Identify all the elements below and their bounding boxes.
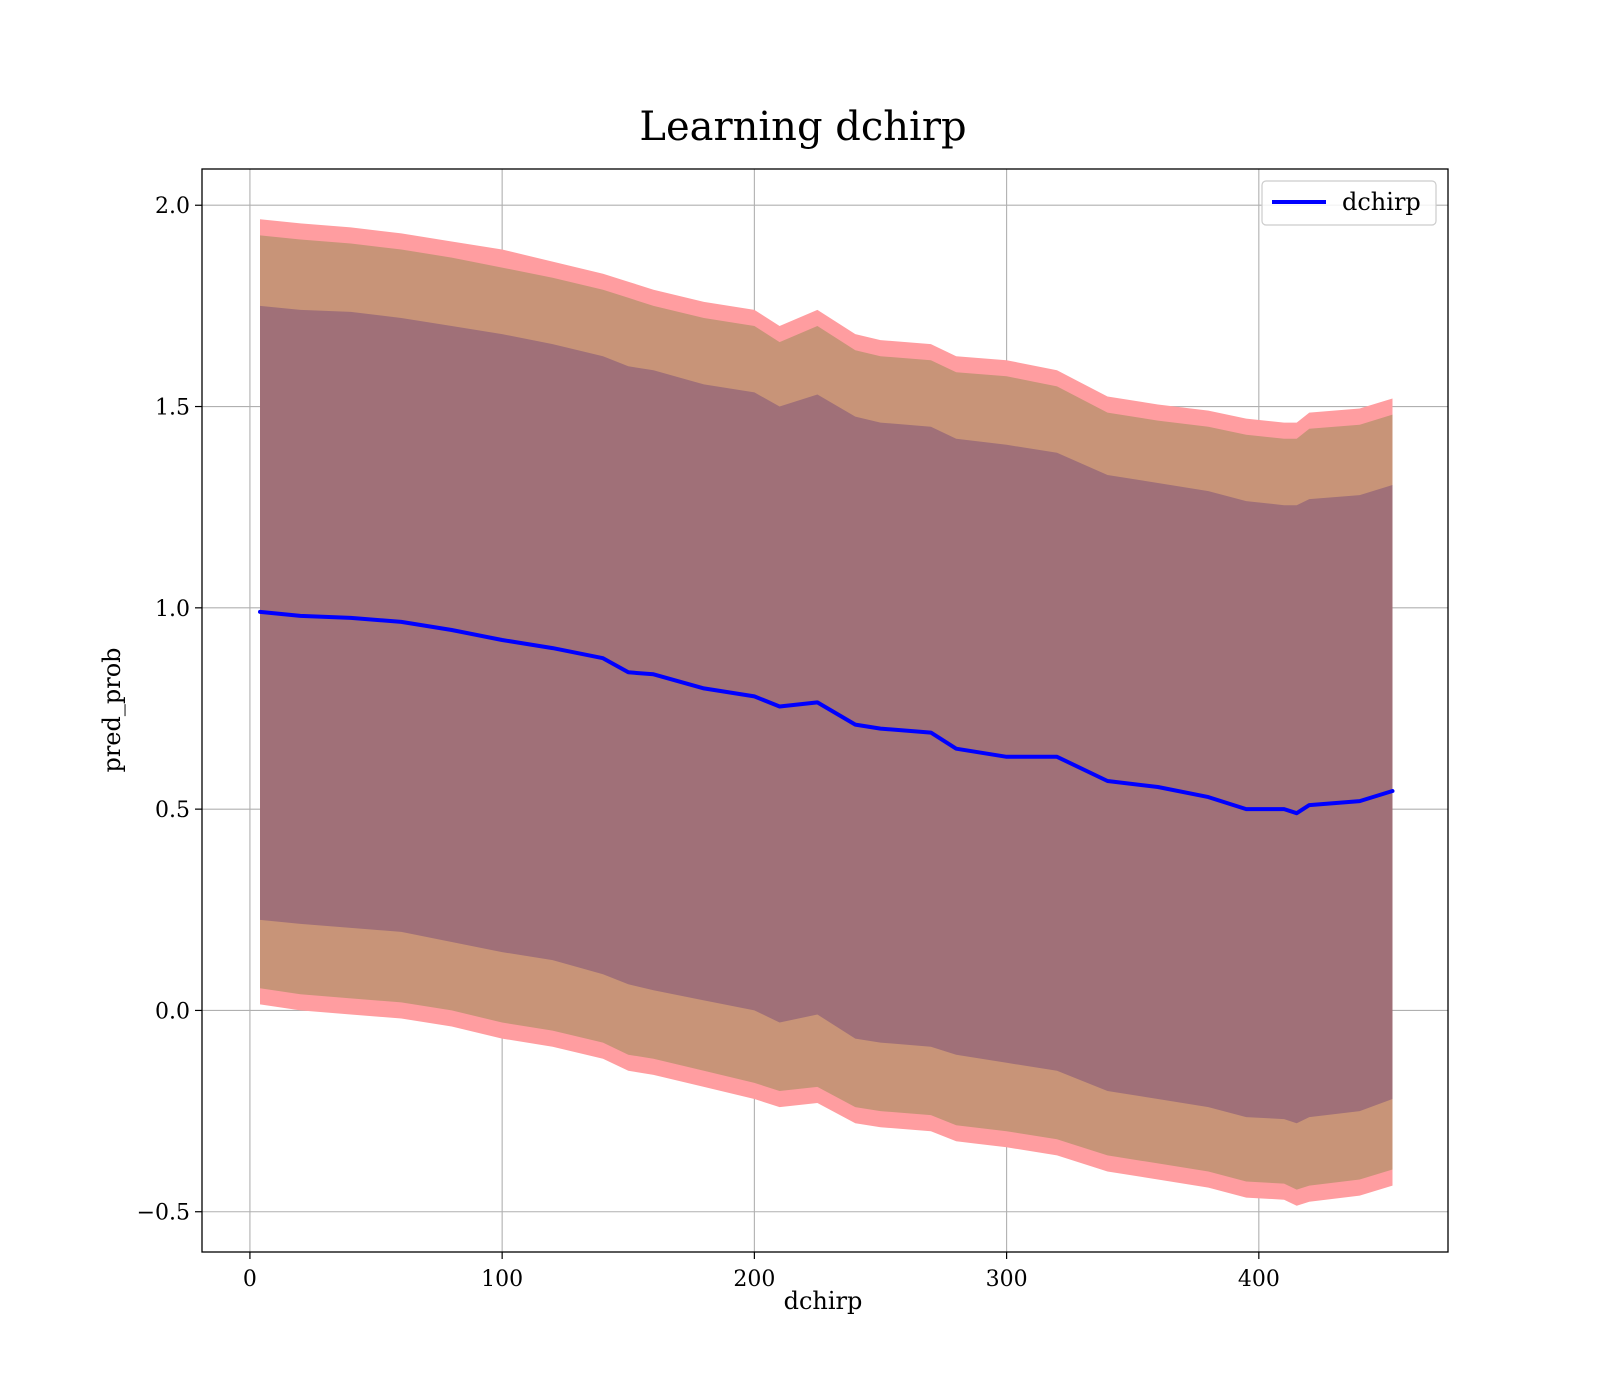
y-tick-label-1: 0.0 xyxy=(155,999,190,1024)
x-tick-label-4: 400 xyxy=(1238,1267,1280,1292)
x-tick-label-2: 200 xyxy=(733,1267,775,1292)
band-inner xyxy=(260,305,1393,1124)
legend-box xyxy=(1261,180,1437,226)
series-line-0 xyxy=(258,609,1395,816)
chart-title: Learning dchirp xyxy=(639,104,966,150)
y-tick-label-5: 2.0 xyxy=(155,194,190,219)
y-tick-label-4: 1.5 xyxy=(155,396,190,421)
x-tick-label-3: 300 xyxy=(986,1267,1028,1292)
x-tick-label-1: 100 xyxy=(481,1267,523,1292)
y-tick-label-2: 0.5 xyxy=(155,798,190,823)
y-tick-label-0: −0.5 xyxy=(137,1201,190,1226)
plot-frame xyxy=(201,168,1449,1253)
legend-entry-label: dchirp xyxy=(1342,188,1421,216)
axis-ticks: 0 100 200 300 400 −0.5 0.0 0.5 1.0 1.5 2.0 xyxy=(137,194,1280,1292)
y-tick-label-3: 1.0 xyxy=(155,597,190,622)
y-axis-label: pred_prob xyxy=(98,647,126,772)
x-tick-label-0: 0 xyxy=(243,1267,257,1292)
x-axis-label: dchirp xyxy=(784,1287,863,1315)
plot-area xyxy=(202,169,1448,1252)
legend: dchirp xyxy=(1261,180,1437,226)
